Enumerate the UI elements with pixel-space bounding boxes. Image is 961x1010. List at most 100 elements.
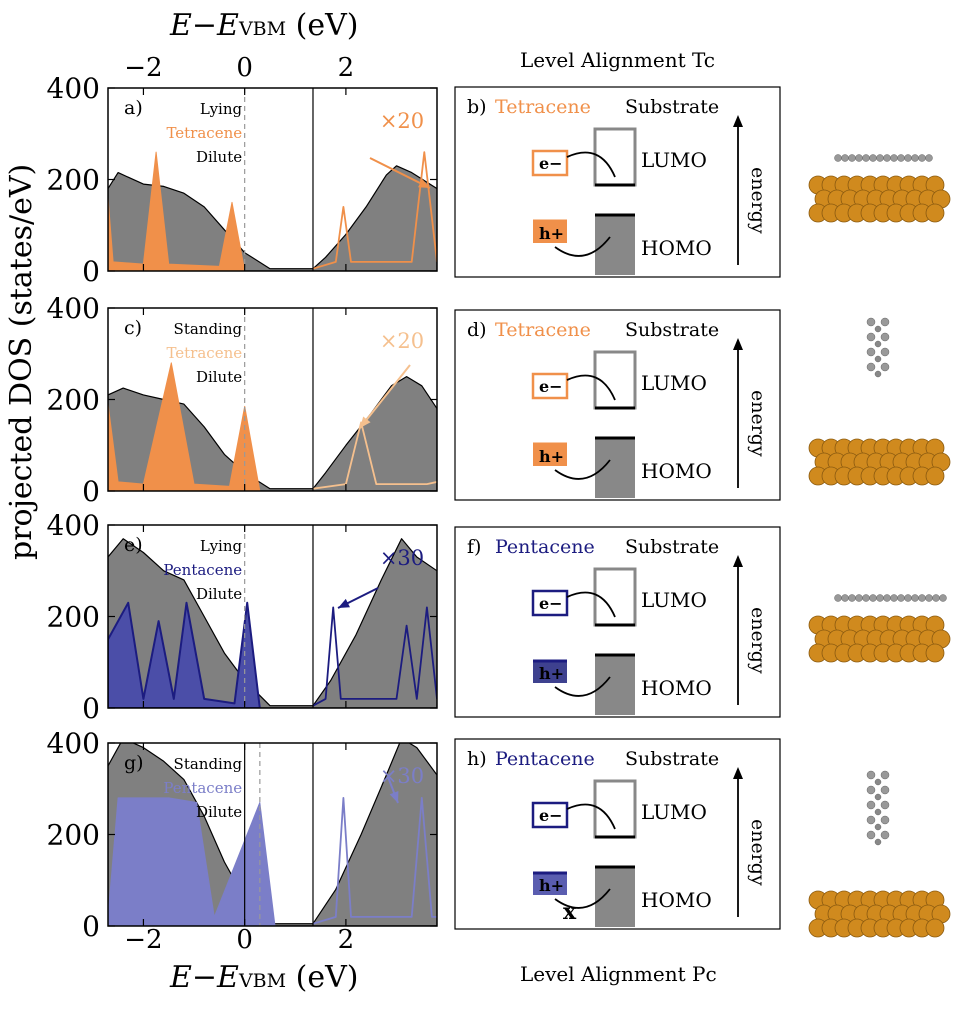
panel-label: c): [124, 317, 142, 339]
legend-coverage: Dilute: [196, 803, 242, 821]
scale-label: ×30: [380, 546, 424, 570]
dos-series-2: [312, 421, 437, 490]
level-alignment-f: f) Pentacene Substrate LUMO HOMO e− h+ energy: [454, 526, 781, 718]
substrate-name: Substrate: [625, 96, 719, 118]
ytick-label: 0: [82, 910, 100, 943]
molecule-atom: [880, 332, 890, 342]
level-alignment-b: b) Tetracene Substrate LUMO HOMO e− h+ energy: [454, 86, 781, 278]
molecule-atom: [897, 594, 905, 602]
scale-arrowhead: [338, 598, 350, 608]
scale-arrow: [369, 157, 431, 189]
molecule-atom: [918, 594, 926, 602]
hole-label: h+: [539, 664, 564, 683]
molecule-atom: [880, 362, 890, 372]
structure-standing-tetracene: [808, 317, 951, 486]
dos-panel-g: 0 200 400 g) Standing Pentacene Dilute ×30: [47, 727, 438, 943]
molecule-name: Pentacene: [495, 748, 595, 770]
bottom-tick-label: 2: [338, 925, 355, 955]
hole-label: h+: [539, 224, 564, 243]
electron-label: e−: [539, 594, 563, 613]
substrate-name: Substrate: [625, 536, 719, 558]
molecule-atom: [866, 317, 876, 327]
legend-config: Lying: [200, 100, 243, 118]
scale-label: ×20: [380, 329, 424, 353]
electron-label: e−: [539, 377, 563, 396]
bottom-tick-label: 0: [236, 925, 253, 955]
schematic-label: b): [467, 96, 487, 118]
energy-arrowhead: [733, 115, 743, 127]
molecule-atom: [866, 785, 876, 795]
ytick-label: 0: [82, 692, 100, 725]
molecule-atom: [911, 154, 919, 162]
dos-panel-a: 0 200 400 a) Lying Tetracene Dilute ×20: [47, 72, 438, 288]
hole-transfer-arrow: [554, 888, 611, 909]
molecule-atom: [897, 154, 905, 162]
dos-series-1: [108, 797, 276, 926]
ytick-label: 0: [82, 255, 100, 288]
electron-transfer-arrow: [566, 151, 616, 178]
molecule-atom: [841, 154, 849, 162]
molecule-atom: [866, 815, 876, 825]
legend-coverage: Dilute: [196, 148, 242, 166]
legend-molecule: Tetracene: [166, 344, 242, 362]
molecule-atom: [874, 838, 882, 846]
molecule-atom: [866, 800, 876, 810]
homo-block: [595, 438, 635, 498]
hole-label: h+: [539, 876, 564, 895]
ytick-label: 400: [47, 72, 100, 105]
scale-arrowhead: [360, 416, 371, 428]
molecule-atom: [862, 154, 870, 162]
molecule-atom: [841, 594, 849, 602]
dos-panel-c: 0 200 400 c) Standing Tetracene Dilute ×20: [47, 292, 438, 508]
molecule-atom: [855, 594, 863, 602]
ytick-label: 200: [47, 601, 100, 634]
structure-lying-tetracene: [808, 154, 951, 223]
molecule-atom: [866, 830, 876, 840]
molecule-atom: [866, 770, 876, 780]
gold-atom: [925, 203, 945, 223]
molecule-atom: [880, 815, 890, 825]
dos-series-2: [312, 151, 437, 270]
hole-transfer-arrow: [554, 676, 611, 697]
structure-lying-pentacene: [808, 594, 951, 663]
panel-label: g): [124, 752, 144, 774]
molecule-atom: [834, 594, 842, 602]
electron-box: [531, 372, 569, 400]
scale-label: ×30: [380, 764, 424, 788]
electron-box: [531, 589, 569, 617]
energy-arrowhead: [733, 767, 743, 779]
molecule-atom: [904, 594, 912, 602]
molecule-name: Pentacene: [495, 536, 595, 558]
molecule-atom: [890, 154, 898, 162]
molecule-atom: [874, 325, 882, 333]
hole-transfer-arrow: [554, 459, 611, 480]
homo-block: [595, 215, 635, 275]
homo-label: HOMO: [641, 676, 712, 700]
legend-molecule: Pentacene: [163, 561, 242, 579]
blocked-mark: x: [563, 899, 577, 925]
molecule-atom: [883, 154, 891, 162]
molecule-atom: [918, 154, 926, 162]
gold-atom: [925, 466, 945, 486]
molecule-atom: [904, 154, 912, 162]
ytick-label: 200: [47, 819, 100, 852]
hole-label: h+: [539, 447, 564, 466]
electron-transfer-arrow: [566, 591, 616, 618]
molecule-atom: [848, 594, 856, 602]
molecule-atom: [911, 594, 919, 602]
molecule-atom: [880, 800, 890, 810]
dos-series-1: [108, 151, 246, 271]
schematic-label: h): [467, 748, 487, 770]
electron-label: e−: [539, 154, 563, 173]
molecule-atom: [834, 154, 842, 162]
structure-standing-pentacene: [808, 770, 951, 938]
substrate-name: Substrate: [625, 748, 719, 770]
molecule-atom: [925, 154, 933, 162]
molecule-atom: [862, 594, 870, 602]
legend-molecule: Tetracene: [166, 124, 242, 142]
ytick-label: 400: [47, 727, 100, 760]
level-alignment-h: h) Pentacene Substrate LUMO HOMO e− h+ x energy: [454, 738, 781, 930]
lumo-label: LUMO: [641, 148, 707, 172]
molecule-atom: [883, 594, 891, 602]
homo-label: HOMO: [641, 888, 712, 912]
